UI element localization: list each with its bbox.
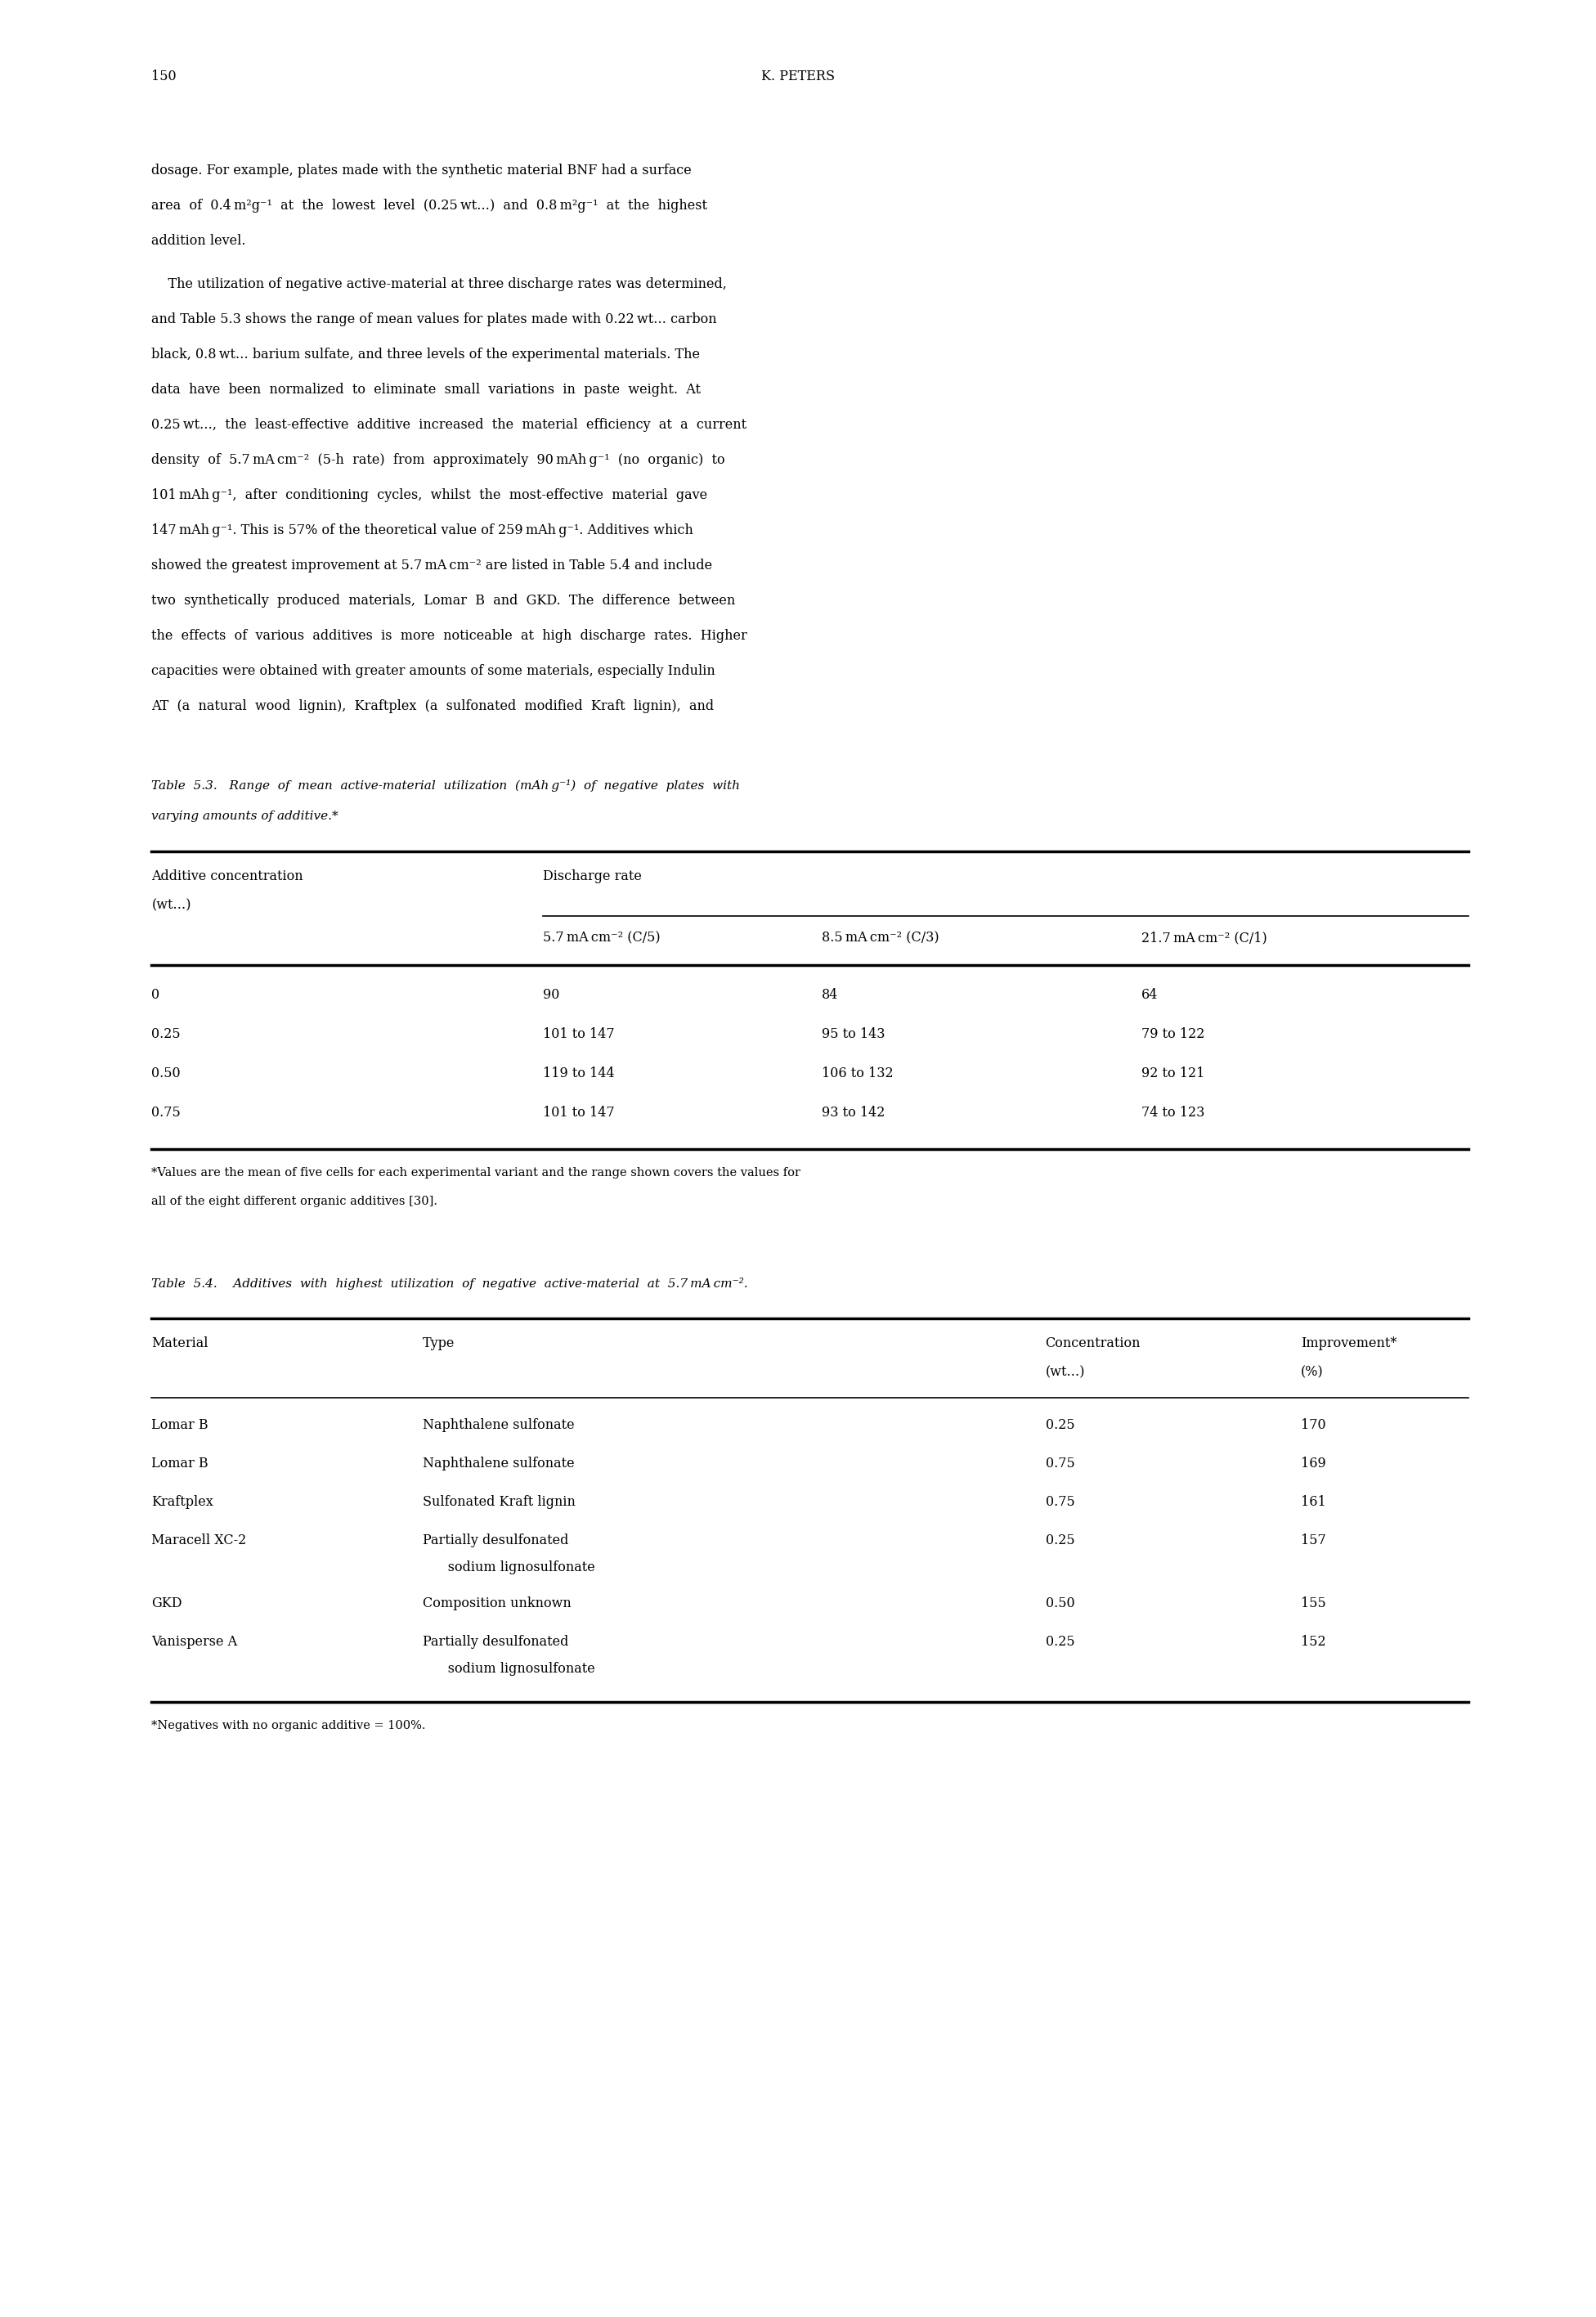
Text: (wt.‥): (wt.‥) (1045, 1365, 1085, 1379)
Text: 101 to 147: 101 to 147 (543, 1026, 614, 1040)
Text: Lomar B: Lomar B (152, 1457, 209, 1471)
Text: Vanisperse A: Vanisperse A (152, 1636, 238, 1650)
Text: GKD: GKD (152, 1596, 182, 1610)
Text: data  have  been  normalized  to  eliminate  small  variations  in  paste  weigh: data have been normalized to eliminate s… (152, 382, 701, 396)
Text: density  of  5.7 mA cm⁻²  (5-h  rate)  from  approximately  90 mAh g⁻¹  (no  org: density of 5.7 mA cm⁻² (5-h rate) from a… (152, 454, 725, 468)
Text: Kraftplex: Kraftplex (152, 1494, 214, 1508)
Text: 64: 64 (1141, 987, 1157, 1001)
Text: 101 mAh g⁻¹,  after  conditioning  cycles,  whilst  the  most-effective  materia: 101 mAh g⁻¹, after conditioning cycles, … (152, 489, 707, 503)
Text: Naphthalene sulfonate: Naphthalene sulfonate (423, 1418, 575, 1432)
Text: 157: 157 (1301, 1534, 1326, 1548)
Text: dosage. For example, plates made with the synthetic material BNF had a surface: dosage. For example, plates made with th… (152, 165, 691, 178)
Text: 84: 84 (822, 987, 838, 1001)
Text: black, 0.8 wt.‥ barium sulfate, and three levels of the experimental materials. : black, 0.8 wt.‥ barium sulfate, and thre… (152, 348, 701, 361)
Text: 0.25 wt.‥,  the  least-effective  additive  increased  the  material  efficiency: 0.25 wt.‥, the least-effective additive … (152, 417, 747, 431)
Text: sodium lignosulfonate: sodium lignosulfonate (423, 1559, 595, 1573)
Text: sodium lignosulfonate: sodium lignosulfonate (423, 1661, 595, 1675)
Text: 21.7 mA cm⁻² (C/1): 21.7 mA cm⁻² (C/1) (1141, 931, 1267, 945)
Text: 93 to 142: 93 to 142 (822, 1105, 886, 1119)
Text: addition level.: addition level. (152, 234, 246, 248)
Text: AT  (a  natural  wood  lignin),  Kraftplex  (a  sulfonated  modified  Kraft  lig: AT (a natural wood lignin), Kraftplex (a… (152, 700, 715, 714)
Text: The utilization of negative active-material at three discharge rates was determi: The utilization of negative active-mater… (152, 278, 728, 292)
Text: Table  5.4.    Additives  with  highest  utilization  of  negative  active-mater: Table 5.4. Additives with highest utiliz… (152, 1277, 749, 1291)
Text: capacities were obtained with greater amounts of some materials, especially Indu: capacities were obtained with greater am… (152, 665, 715, 679)
Text: two  synthetically  produced  materials,  Lomar  B  and  GKD.  The  difference  : two synthetically produced materials, Lo… (152, 593, 736, 607)
Text: 119 to 144: 119 to 144 (543, 1066, 614, 1080)
Text: showed the greatest improvement at 5.7 mA cm⁻² are listed in Table 5.4 and inclu: showed the greatest improvement at 5.7 m… (152, 558, 712, 572)
Text: all of the eight different organic additives [30].: all of the eight different organic addit… (152, 1196, 437, 1207)
Text: Table  5.3.   Range  of  mean  active-material  utilization  (mAh g⁻¹)  of  nega: Table 5.3. Range of mean active-material… (152, 779, 741, 792)
Text: 169: 169 (1301, 1457, 1326, 1471)
Text: 152: 152 (1301, 1636, 1326, 1650)
Text: Type: Type (423, 1337, 455, 1351)
Text: 0.75: 0.75 (1045, 1457, 1074, 1471)
Text: the  effects  of  various  additives  is  more  noticeable  at  high  discharge : the effects of various additives is more… (152, 628, 747, 642)
Text: 0.25: 0.25 (1045, 1418, 1074, 1432)
Text: 155: 155 (1301, 1596, 1326, 1610)
Text: 101 to 147: 101 to 147 (543, 1105, 614, 1119)
Text: Discharge rate: Discharge rate (543, 869, 642, 883)
Text: 150: 150 (152, 70, 177, 83)
Text: Improvement*: Improvement* (1301, 1337, 1396, 1351)
Text: 161: 161 (1301, 1494, 1326, 1508)
Text: 147 mAh g⁻¹. This is 57% of the theoretical value of 259 mAh g⁻¹. Additives whic: 147 mAh g⁻¹. This is 57% of the theoreti… (152, 524, 694, 538)
Text: 170: 170 (1301, 1418, 1326, 1432)
Text: 0.50: 0.50 (152, 1066, 180, 1080)
Text: (%): (%) (1301, 1365, 1323, 1379)
Text: 0.75: 0.75 (1045, 1494, 1074, 1508)
Text: Additive concentration: Additive concentration (152, 869, 303, 883)
Text: *Values are the mean of five cells for each experimental variant and the range s: *Values are the mean of five cells for e… (152, 1168, 801, 1179)
Text: 0: 0 (152, 987, 160, 1001)
Text: 0.25: 0.25 (152, 1026, 180, 1040)
Text: 90: 90 (543, 987, 559, 1001)
Text: and Table 5.3 shows the range of mean values for plates made with 0.22 wt.‥ carb: and Table 5.3 shows the range of mean va… (152, 313, 717, 327)
Text: Naphthalene sulfonate: Naphthalene sulfonate (423, 1457, 575, 1471)
Text: 5.7 mA cm⁻² (C/5): 5.7 mA cm⁻² (C/5) (543, 931, 661, 945)
Text: 0.50: 0.50 (1045, 1596, 1074, 1610)
Text: 92 to 121: 92 to 121 (1141, 1066, 1205, 1080)
Text: 0.25: 0.25 (1045, 1534, 1074, 1548)
Text: (wt.‥): (wt.‥) (152, 899, 192, 913)
Text: Partially desulfonated: Partially desulfonated (423, 1636, 568, 1650)
Text: 74 to 123: 74 to 123 (1141, 1105, 1205, 1119)
Text: 8.5 mA cm⁻² (C/3): 8.5 mA cm⁻² (C/3) (822, 931, 940, 945)
Text: 106 to 132: 106 to 132 (822, 1066, 894, 1080)
Text: Partially desulfonated: Partially desulfonated (423, 1534, 568, 1548)
Text: 95 to 143: 95 to 143 (822, 1026, 886, 1040)
Text: *Negatives with no organic additive = 100%.: *Negatives with no organic additive = 10… (152, 1719, 426, 1731)
Text: K. PETERS: K. PETERS (761, 70, 835, 83)
Text: Material: Material (152, 1337, 209, 1351)
Text: Composition unknown: Composition unknown (423, 1596, 571, 1610)
Text: varying amounts of additive.*: varying amounts of additive.* (152, 811, 338, 823)
Text: Sulfonated Kraft lignin: Sulfonated Kraft lignin (423, 1494, 576, 1508)
Text: 0.25: 0.25 (1045, 1636, 1074, 1650)
Text: Lomar B: Lomar B (152, 1418, 209, 1432)
Text: Concentration: Concentration (1045, 1337, 1141, 1351)
Text: area  of  0.4 m²g⁻¹  at  the  lowest  level  (0.25 wt.‥)  and  0.8 m²g⁻¹  at  th: area of 0.4 m²g⁻¹ at the lowest level (0… (152, 199, 707, 213)
Text: 0.75: 0.75 (152, 1105, 180, 1119)
Text: 79 to 122: 79 to 122 (1141, 1026, 1205, 1040)
Text: Maracell XC-2: Maracell XC-2 (152, 1534, 247, 1548)
